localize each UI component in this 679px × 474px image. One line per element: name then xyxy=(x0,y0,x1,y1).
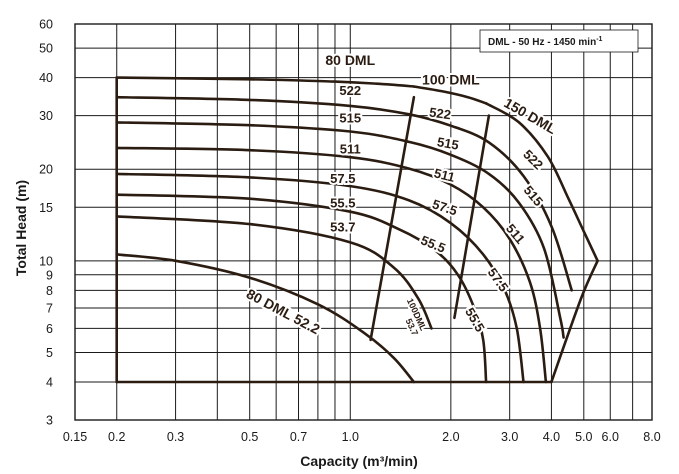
x-tick-label: 1.0 xyxy=(342,430,359,444)
y-tick-label: 6 xyxy=(46,322,53,336)
x-tick-label: 0.5 xyxy=(241,430,258,444)
annotation-main: DML - 50 Hz - 1450 min xyxy=(488,37,596,48)
y-axis-title: Total Head (m) xyxy=(13,180,29,276)
x-tick-label: 4.0 xyxy=(543,430,560,444)
curve-515 xyxy=(115,121,565,339)
label-522: 522 xyxy=(428,104,452,122)
x-tick-label: 5.0 xyxy=(575,430,592,444)
curve-80-dml-boundary xyxy=(369,95,416,342)
curve-57-5 xyxy=(115,172,525,384)
y-tick-label: 8 xyxy=(46,284,53,298)
label-511: 511 xyxy=(432,165,456,185)
label-80-dml: 80 DML xyxy=(325,52,375,68)
annotation-text: DML - 50 Hz - 1450 min-1 xyxy=(488,36,603,48)
y-tick-label: 4 xyxy=(46,375,53,389)
x-axis-ticks: 0.15 0.2 0.3 0.5 0.7 1.0 2.0 3.0 4.0 5.0 6.0 8.0 xyxy=(63,430,661,444)
x-tick-label: 0.15 xyxy=(63,430,87,444)
y-tick-label: 30 xyxy=(39,109,53,123)
y-tick-label: 20 xyxy=(39,163,53,177)
curve-522 xyxy=(115,95,573,292)
curve-100-dml-boundary xyxy=(453,114,491,320)
y-tick-label: 9 xyxy=(46,268,53,282)
x-tick-label: 6.0 xyxy=(602,430,619,444)
curve-150-dml-envelope xyxy=(550,259,599,384)
x-tick-label: 8.0 xyxy=(643,430,660,444)
x-tick-label: 3.0 xyxy=(501,430,518,444)
curve-511 xyxy=(115,146,548,384)
x-tick-label: 0.2 xyxy=(108,430,125,444)
y-tick-label: 3 xyxy=(46,414,53,428)
label-511: 511 xyxy=(340,142,361,157)
y-tick-label: 5 xyxy=(46,346,53,360)
label-57-5: 57.5 xyxy=(330,171,355,186)
label-53-7: 53.7 xyxy=(330,219,355,234)
label-55-5: 55.5 xyxy=(330,195,355,210)
performance-curves xyxy=(115,76,599,384)
curve-53-7 xyxy=(115,215,433,330)
x-axis-title: Capacity (m³/min) xyxy=(300,453,417,469)
y-tick-label: 50 xyxy=(39,42,53,56)
label-515: 515 xyxy=(339,110,361,125)
y-tick-label: 10 xyxy=(39,254,53,268)
curve-80-dml xyxy=(115,76,416,88)
annotation-box xyxy=(479,29,639,53)
curve-150-dml xyxy=(484,102,599,263)
label-515: 515 xyxy=(436,134,460,153)
label-522: 522 xyxy=(339,83,361,98)
y-tick-label: 40 xyxy=(39,71,53,85)
plot-frame xyxy=(74,23,653,421)
grid xyxy=(75,24,652,420)
curve-52-2 xyxy=(115,253,416,384)
x-tick-label: 0.7 xyxy=(290,430,307,444)
label-100-dml: 100 DML xyxy=(422,71,480,87)
x-tick-label: 0.3 xyxy=(167,430,184,444)
y-tick-label: 15 xyxy=(39,201,53,215)
curve-100-dml xyxy=(412,85,488,105)
x-tick-label: 2.0 xyxy=(442,430,459,444)
y-tick-label: 7 xyxy=(46,301,53,315)
y-tick-label: 60 xyxy=(39,18,53,32)
y-axis-ticks: 3 4 5 6 7 8 910 15 20 30 40 50 60 xyxy=(39,18,53,428)
curve-55-5 xyxy=(115,193,488,384)
annotation-superscript: -1 xyxy=(596,36,602,43)
